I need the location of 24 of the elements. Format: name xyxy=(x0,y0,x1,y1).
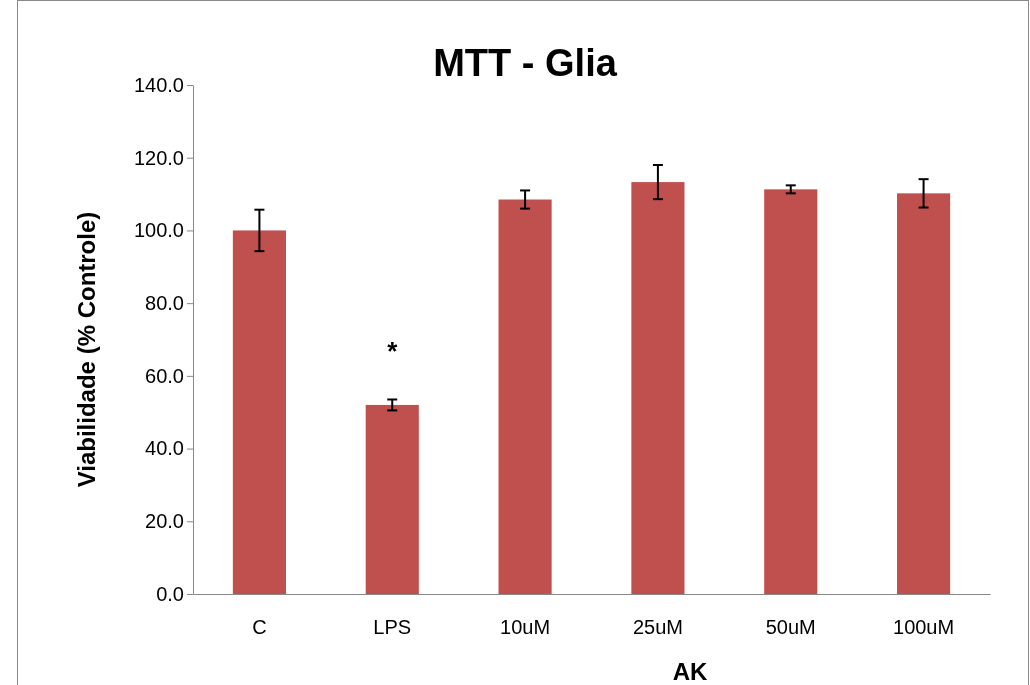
chart-title: MTT - Glia xyxy=(433,42,618,84)
y-tick-label: 120.0 xyxy=(133,146,184,169)
annotation: * xyxy=(387,335,399,366)
x-tick-label: 10uM xyxy=(500,616,551,639)
y-tick-label: 100.0 xyxy=(133,219,184,242)
x-axis-title: AK xyxy=(672,658,708,685)
bar xyxy=(897,193,951,594)
y-axis-title: Viabilidade (% Controle) xyxy=(73,211,100,488)
y-tick-label: 40.0 xyxy=(145,437,184,460)
x-tick-label: 50uM xyxy=(765,616,816,639)
bar xyxy=(498,199,552,594)
bar xyxy=(631,182,685,594)
x-tick-label: 25uM xyxy=(632,616,683,639)
bar xyxy=(365,404,419,594)
y-tick-label: 0.0 xyxy=(156,582,184,605)
x-tick-label: LPS xyxy=(373,616,412,639)
y-tick-label: 60.0 xyxy=(145,364,184,387)
y-tick-label: 20.0 xyxy=(145,510,184,533)
y-tick-label: 80.0 xyxy=(145,292,184,315)
x-tick-label: C xyxy=(252,616,267,639)
bar xyxy=(764,189,818,594)
bar xyxy=(232,230,286,594)
x-tick-label: 100uM xyxy=(893,616,955,639)
y-tick-label: 140.0 xyxy=(133,73,184,96)
